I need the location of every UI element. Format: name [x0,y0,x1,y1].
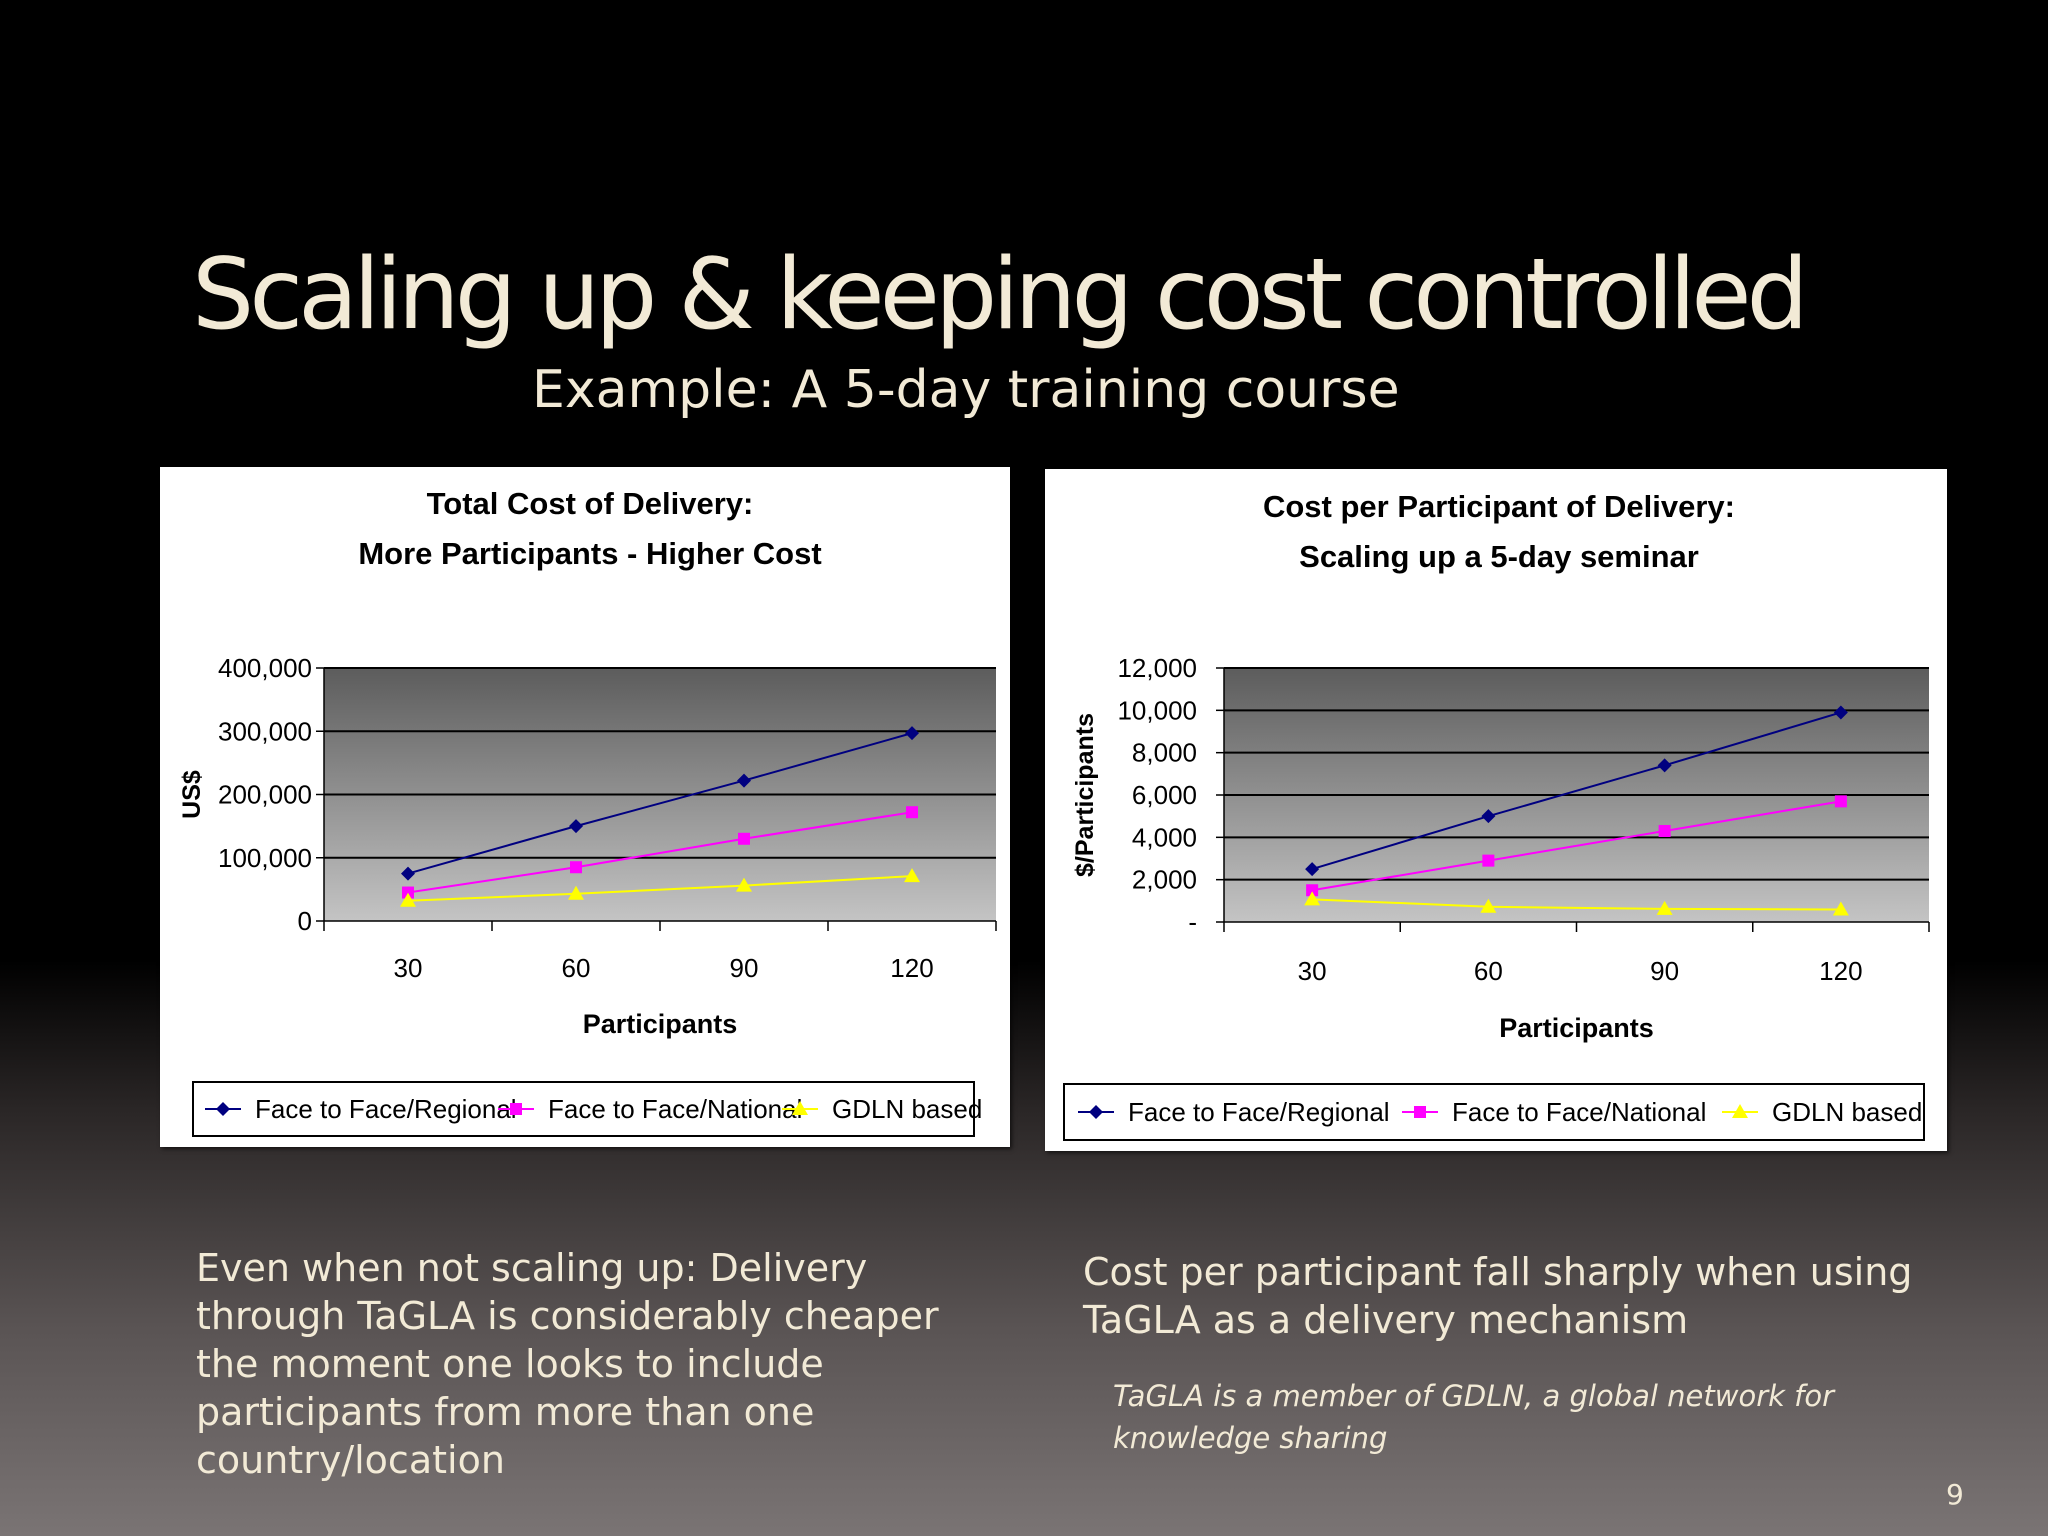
chart-title-line: Total Cost of Delivery: [427,486,754,521]
y-tick-label: 200,000 [218,780,312,810]
x-tick-label: 120 [890,953,933,983]
page-number: 9 [1946,1478,1964,1511]
data-point-national [1658,824,1671,837]
series-line-regional [407,732,913,875]
y-tick-label: 100,000 [218,843,312,873]
x-tick-label: 60 [1474,956,1503,986]
y-tick-label: 10,000 [1117,695,1197,725]
data-point-regional [737,773,751,788]
chart-title-line: Scaling up a 5-day seminar [1299,539,1699,574]
y-tick-label: 8,000 [1132,738,1197,768]
data-point-regional [1833,705,1848,720]
data-point-gdln [1480,898,1497,913]
x-tick-label: 90 [730,953,759,983]
y-tick-label: 300,000 [218,716,312,746]
legend-marker-national [510,1103,522,1115]
right-body-text: Cost per participant fall sharply when u… [1083,1250,1913,1342]
y-tick-label: 6,000 [1132,780,1197,810]
legend-label-gdln: GDLN based [1772,1097,1922,1127]
y-tick-label: 12,000 [1117,653,1197,683]
legend-marker-gdln [792,1101,808,1115]
data-point-gdln [736,877,752,892]
legend-marker-regional [1089,1105,1103,1119]
legend-label-national: Face to Face/National [548,1094,802,1124]
cost-per-participant-chart: Cost per Participant of Delivery: Scaling… [1045,469,1947,1151]
data-point-gdln [400,892,416,907]
data-point-national [1482,854,1495,867]
data-point-regional [1657,758,1672,773]
left-body-text: Even when not scaling up: Delivery throu… [196,1246,939,1482]
data-point-national [570,861,582,874]
series-line-national [407,811,913,894]
y-tick-label: - [1188,907,1197,937]
data-point-national [1834,795,1847,808]
x-tick-label: 90 [1650,956,1679,986]
x-tick-label: 120 [1819,956,1862,986]
legend-label-gdln: GDLN based [832,1094,982,1124]
footnote-text: TaGLA is a member of GDLN, a global netw… [1113,1379,1835,1455]
y-axis-label: $/Participants [1071,713,1099,877]
y-tick-label: 4,000 [1132,822,1197,852]
x-axis-label: Participants [583,1009,738,1039]
x-tick-label: 60 [562,953,591,983]
x-tick-label: 30 [394,953,423,983]
data-point-national [402,886,414,899]
y-axis-label: US$ [178,770,206,819]
series-line-regional [1311,711,1842,871]
data-point-national [906,806,918,819]
series-line-gdln [407,875,913,902]
data-point-regional [1305,862,1320,877]
data-point-regional [569,819,583,834]
chart-title-line: Cost per Participant of Delivery: [1263,489,1735,524]
chart-svg: Total Cost of Delivery: More Participants… [178,486,997,1137]
legend-box [1063,1083,1925,1141]
data-point-gdln [1656,900,1673,915]
chart-title-line: More Participants - Higher Cost [358,536,821,571]
chart-svg: Cost per Participant of Delivery: Scaling… [1063,489,1930,1141]
data-point-regional [1481,809,1496,824]
slide-subtitle: Example: A 5-day training course [532,360,1400,420]
data-point-regional [401,866,415,881]
data-point-gdln [568,885,584,900]
total-cost-chart: Total Cost of Delivery: More Participants… [160,467,1010,1147]
series-line-gdln [1312,898,1841,911]
x-tick-label: 30 [1298,956,1327,986]
legend-marker-national [1414,1106,1426,1118]
legend-box [192,1081,975,1137]
legend-label-national: Face to Face/National [1452,1097,1706,1127]
data-point-national [738,832,750,845]
legend-marker-regional [216,1102,230,1116]
data-point-national [1306,884,1319,897]
data-point-gdln [1304,891,1321,906]
y-tick-label: 400,000 [218,653,312,683]
slide-title: Scaling up & keeping cost controlled [192,238,1809,352]
legend-label-regional: Face to Face/Regional [255,1094,517,1124]
legend-label-regional: Face to Face/Regional [1128,1097,1390,1127]
data-point-gdln [1832,901,1849,916]
x-axis-label: Participants [1499,1013,1654,1043]
legend-marker-gdln [1732,1104,1748,1118]
data-point-gdln [904,868,920,883]
series-line-national [1311,800,1842,892]
y-tick-label: 0 [298,906,312,936]
y-tick-label: 2,000 [1132,865,1197,895]
data-point-regional [905,726,919,741]
